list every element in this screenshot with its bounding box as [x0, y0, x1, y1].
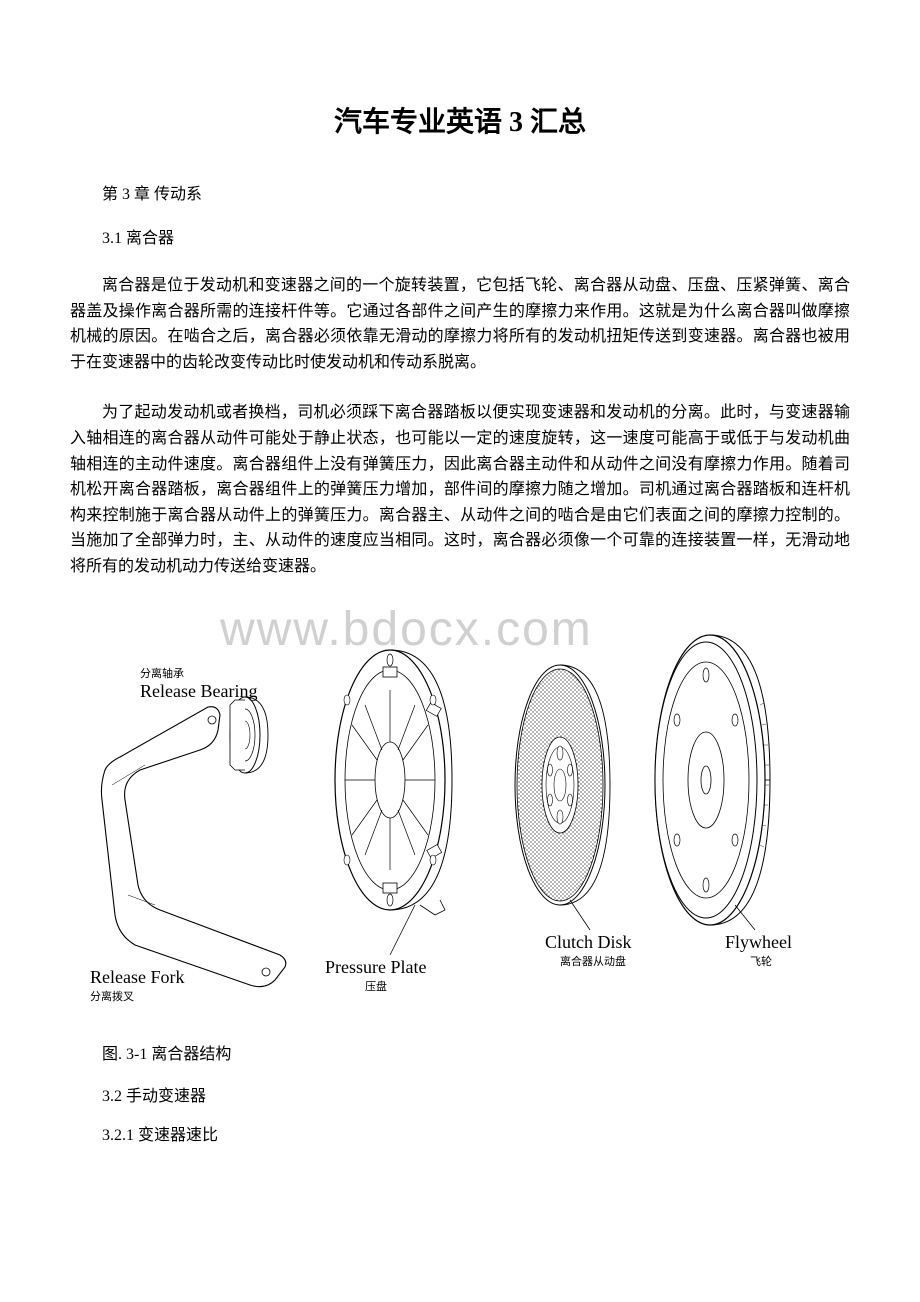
release-bearing-label-cn: 分离轴承 — [140, 666, 184, 680]
flywheel-label-cn: 飞轮 — [750, 954, 772, 968]
release-fork-label-cn: 分离拨叉 — [90, 989, 134, 1003]
clutch-disk-label-cn: 离合器从动盘 — [560, 954, 626, 968]
pressure-plate-label-en: Pressure Plate — [325, 957, 426, 977]
clutch-disk-icon — [515, 665, 610, 905]
paragraph-2: 为了起动发动机或者换档，司机必须踩下离合器踏板以便实现变速器和发动机的分离。此时… — [70, 400, 850, 579]
pressure-plate-icon — [335, 650, 452, 915]
release-bearing-label-en: Release Bearing — [140, 681, 257, 701]
flywheel-label-en: Flywheel — [725, 932, 792, 952]
section-3-2: 3.2 手动变速器 — [70, 1082, 850, 1106]
paragraph-1: 离合器是位于发动机和变速器之间的一个旋转装置，它包括飞轮、离合器从动盘、压盘、压… — [70, 273, 850, 375]
clutch-disk-label-en: Clutch Disk — [545, 932, 632, 952]
pressure-plate-label-cn: 压盘 — [365, 979, 387, 993]
section-3-1: 3.1 离合器 — [70, 224, 850, 248]
chapter-heading: 第 3 章 传动系 — [70, 180, 850, 204]
release-bearing-icon — [230, 697, 268, 773]
figure-caption: 图. 3-1 离合器结构 — [70, 1040, 850, 1064]
section-3-2-1: 3.2.1 变速器速比 — [70, 1121, 850, 1145]
clutch-diagram: 分离轴承 Release Bearing Release Fork 分离拨叉 P… — [70, 605, 850, 1020]
release-fork-label-en: Release Fork — [90, 967, 184, 987]
page-title: 汽车专业英语 3 汇总 — [70, 100, 850, 140]
flywheel-icon — [655, 635, 770, 925]
